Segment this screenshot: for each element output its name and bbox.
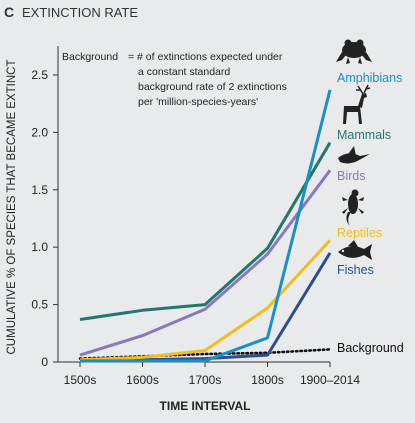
series-label-birds: Birds bbox=[337, 169, 365, 183]
series-line-birds bbox=[79, 169, 332, 357]
series-label-mammals: Mammals bbox=[337, 128, 391, 142]
annotation-line-4: per 'million-species-years' bbox=[138, 96, 258, 108]
series-line-reptiles bbox=[79, 239, 332, 362]
series-labels: Amphibians Mammals Birds Reptiles Fishes Back… bbox=[337, 71, 404, 355]
x-axis-title: TIME INTERVAL bbox=[160, 399, 251, 413]
series-layer bbox=[78, 89, 332, 363]
annotation-line-1: = # of extinctions expected under bbox=[128, 51, 283, 63]
animal-icons bbox=[336, 39, 372, 260]
x-tick-label: 1700s bbox=[189, 373, 222, 387]
series-label-amphibians: Amphibians bbox=[337, 71, 402, 85]
bird-icon bbox=[338, 146, 370, 164]
lizard-icon bbox=[342, 189, 364, 226]
background-annotation: Background = # of extinctions expected u… bbox=[62, 51, 287, 108]
axes: 0 0.5 1.0 1.5 2.0 2.5 1500s 1600s 1700s 1800s 1900… bbox=[31, 46, 360, 387]
y-tick-label: 2.5 bbox=[31, 68, 48, 82]
x-tick-label: 1600s bbox=[126, 373, 159, 387]
annotation-term: Background bbox=[62, 51, 118, 63]
x-tick-label: 1900–2014 bbox=[300, 373, 360, 387]
series-line-amphibians bbox=[80, 89, 332, 363]
x-tick-label: 1800s bbox=[251, 373, 284, 387]
series-label-fishes: Fishes bbox=[337, 263, 374, 277]
x-tick-label: 1500s bbox=[64, 373, 97, 387]
deer-icon bbox=[343, 84, 371, 124]
annotation-line-3: background rate of 2 extinctions bbox=[138, 81, 287, 93]
y-tick-label: 0.5 bbox=[31, 298, 48, 312]
y-tick-label: 0 bbox=[41, 355, 48, 369]
y-axis-title: CUMULATIVE % OF SPECIES THAT BECAME EXTI… bbox=[6, 59, 18, 354]
series-label-reptiles: Reptiles bbox=[337, 226, 382, 240]
y-tick-label: 1.5 bbox=[31, 183, 48, 197]
y-tick-label: 1.0 bbox=[31, 240, 48, 254]
annotation-line-2: a constant standard bbox=[138, 66, 230, 78]
series-line-mammals bbox=[79, 141, 332, 321]
panel-letter: C bbox=[4, 4, 14, 20]
series-label-background: Background bbox=[337, 341, 404, 355]
fish-icon bbox=[338, 240, 372, 260]
frog-icon bbox=[336, 39, 372, 64]
chart-title: EXTINCTION RATE bbox=[22, 5, 138, 20]
y-tick-label: 2.0 bbox=[31, 125, 48, 139]
